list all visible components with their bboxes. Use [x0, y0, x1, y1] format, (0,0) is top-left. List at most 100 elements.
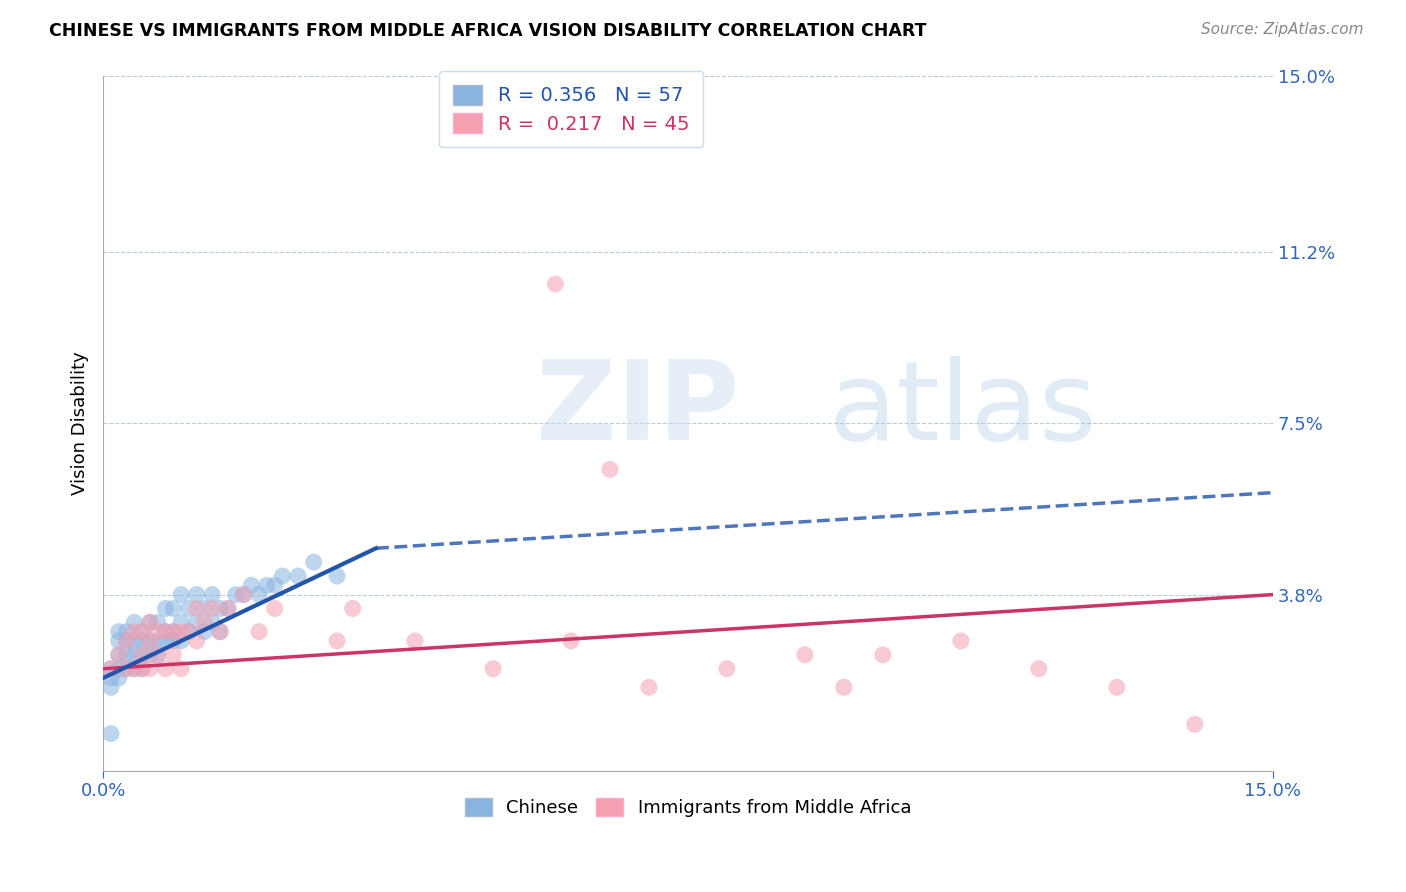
Point	[544, 277, 567, 291]
Point	[716, 662, 738, 676]
Point	[193, 615, 215, 630]
Point	[146, 615, 169, 630]
Point	[107, 648, 129, 662]
Point	[124, 624, 146, 639]
Point	[162, 648, 184, 662]
Point	[115, 634, 138, 648]
Text: Source: ZipAtlas.com: Source: ZipAtlas.com	[1201, 22, 1364, 37]
Point	[404, 634, 426, 648]
Text: CHINESE VS IMMIGRANTS FROM MIDDLE AFRICA VISION DISABILITY CORRELATION CHART: CHINESE VS IMMIGRANTS FROM MIDDLE AFRICA…	[49, 22, 927, 40]
Point	[240, 578, 263, 592]
Point	[225, 588, 247, 602]
Point	[342, 601, 364, 615]
Point	[124, 634, 146, 648]
Point	[872, 648, 894, 662]
Point	[124, 648, 146, 662]
Point	[100, 680, 122, 694]
Point	[638, 680, 661, 694]
Point	[146, 648, 169, 662]
Point	[1028, 662, 1050, 676]
Point	[139, 615, 162, 630]
Point	[100, 662, 122, 676]
Point	[170, 634, 193, 648]
Point	[193, 601, 215, 615]
Point	[139, 648, 162, 662]
Point	[217, 601, 239, 615]
Point	[326, 569, 349, 583]
Point	[107, 624, 129, 639]
Point	[155, 624, 177, 639]
Text: ZIP: ZIP	[536, 356, 740, 463]
Point	[131, 648, 153, 662]
Point	[177, 601, 200, 615]
Legend: Chinese, Immigrants from Middle Africa: Chinese, Immigrants from Middle Africa	[457, 790, 918, 824]
Point	[256, 578, 278, 592]
Point	[162, 601, 184, 615]
Point	[170, 662, 193, 676]
Point	[146, 624, 169, 639]
Point	[155, 634, 177, 648]
Point	[162, 624, 184, 639]
Point	[1184, 717, 1206, 731]
Point	[107, 671, 129, 685]
Point	[139, 634, 162, 648]
Point	[139, 615, 162, 630]
Point	[186, 588, 208, 602]
Point	[302, 555, 325, 569]
Point	[170, 588, 193, 602]
Point	[177, 624, 200, 639]
Point	[263, 601, 285, 615]
Point	[146, 634, 169, 648]
Point	[209, 624, 232, 639]
Point	[326, 634, 349, 648]
Point	[949, 634, 972, 648]
Point	[124, 662, 146, 676]
Point	[131, 634, 153, 648]
Point	[263, 578, 285, 592]
Point	[193, 624, 215, 639]
Point	[155, 662, 177, 676]
Point	[209, 601, 232, 615]
Point	[1105, 680, 1128, 694]
Point	[217, 601, 239, 615]
Point	[209, 624, 232, 639]
Point	[162, 634, 184, 648]
Point	[124, 615, 146, 630]
Point	[124, 662, 146, 676]
Point	[170, 624, 193, 639]
Point	[793, 648, 815, 662]
Point	[155, 624, 177, 639]
Point	[115, 648, 138, 662]
Point	[560, 634, 582, 648]
Point	[247, 588, 270, 602]
Point	[201, 588, 224, 602]
Point	[482, 662, 505, 676]
Point	[100, 662, 122, 676]
Point	[100, 671, 122, 685]
Point	[139, 662, 162, 676]
Point	[232, 588, 254, 602]
Point	[271, 569, 294, 583]
Point	[186, 634, 208, 648]
Point	[100, 726, 122, 740]
Point	[107, 662, 129, 676]
Point	[247, 624, 270, 639]
Point	[115, 662, 138, 676]
Point	[832, 680, 855, 694]
Point	[287, 569, 309, 583]
Point	[131, 648, 153, 662]
Y-axis label: Vision Disability: Vision Disability	[72, 351, 89, 495]
Point	[170, 615, 193, 630]
Point	[186, 601, 208, 615]
Point	[186, 615, 208, 630]
Point	[139, 634, 162, 648]
Point	[131, 624, 153, 639]
Point	[131, 624, 153, 639]
Point	[155, 601, 177, 615]
Text: atlas: atlas	[828, 356, 1097, 463]
Point	[115, 624, 138, 639]
Point	[162, 624, 184, 639]
Point	[177, 624, 200, 639]
Point	[115, 662, 138, 676]
Point	[115, 634, 138, 648]
